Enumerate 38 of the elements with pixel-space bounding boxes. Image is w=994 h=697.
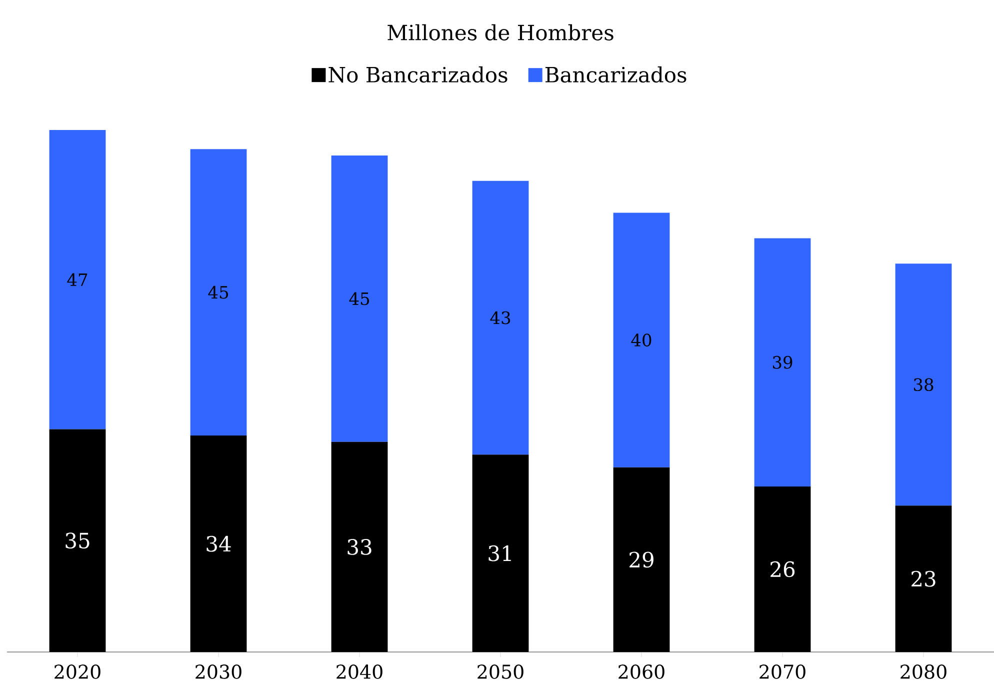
data-label: 31 [488, 545, 511, 562]
data-label: 47 [67, 273, 88, 286]
data-label: 33 [348, 539, 372, 555]
bar [190, 436, 247, 652]
data-label: 38 [914, 378, 934, 392]
data-label: 39 [772, 356, 792, 369]
data-label: 29 [630, 552, 654, 568]
legend-label: No Bancarizados [328, 66, 508, 83]
data-label: 23 [912, 570, 936, 587]
data-label: 45 [349, 292, 369, 306]
x-tick-label: 2070 [760, 664, 806, 679]
bar [49, 130, 106, 430]
bar [895, 506, 952, 652]
bar [190, 149, 247, 436]
data-label: 40 [631, 334, 652, 346]
x-tick-label: 2050 [478, 664, 524, 679]
bar [331, 442, 388, 652]
x-tick-label: 2060 [618, 664, 664, 679]
bar [613, 467, 670, 652]
chart-title: Millones de Hombres [388, 24, 614, 40]
x-tick-label: 2020 [54, 664, 100, 679]
bar [754, 486, 811, 652]
bar [472, 180, 529, 455]
legend-label: Bancarizados [546, 66, 686, 83]
bar [754, 238, 811, 486]
bar [49, 429, 106, 652]
bar [472, 454, 529, 652]
x-tick-label: 2080 [900, 664, 946, 679]
bar [613, 212, 670, 468]
bar [331, 155, 388, 442]
x-tick-label: 2030 [196, 664, 242, 679]
data-label: 43 [490, 311, 510, 324]
data-label: 35 [66, 532, 90, 549]
data-label: 45 [208, 286, 228, 299]
bar [895, 264, 952, 506]
x-tick-label: 2040 [336, 664, 382, 679]
data-label: 26 [770, 561, 795, 578]
data-label: 34 [206, 536, 231, 552]
